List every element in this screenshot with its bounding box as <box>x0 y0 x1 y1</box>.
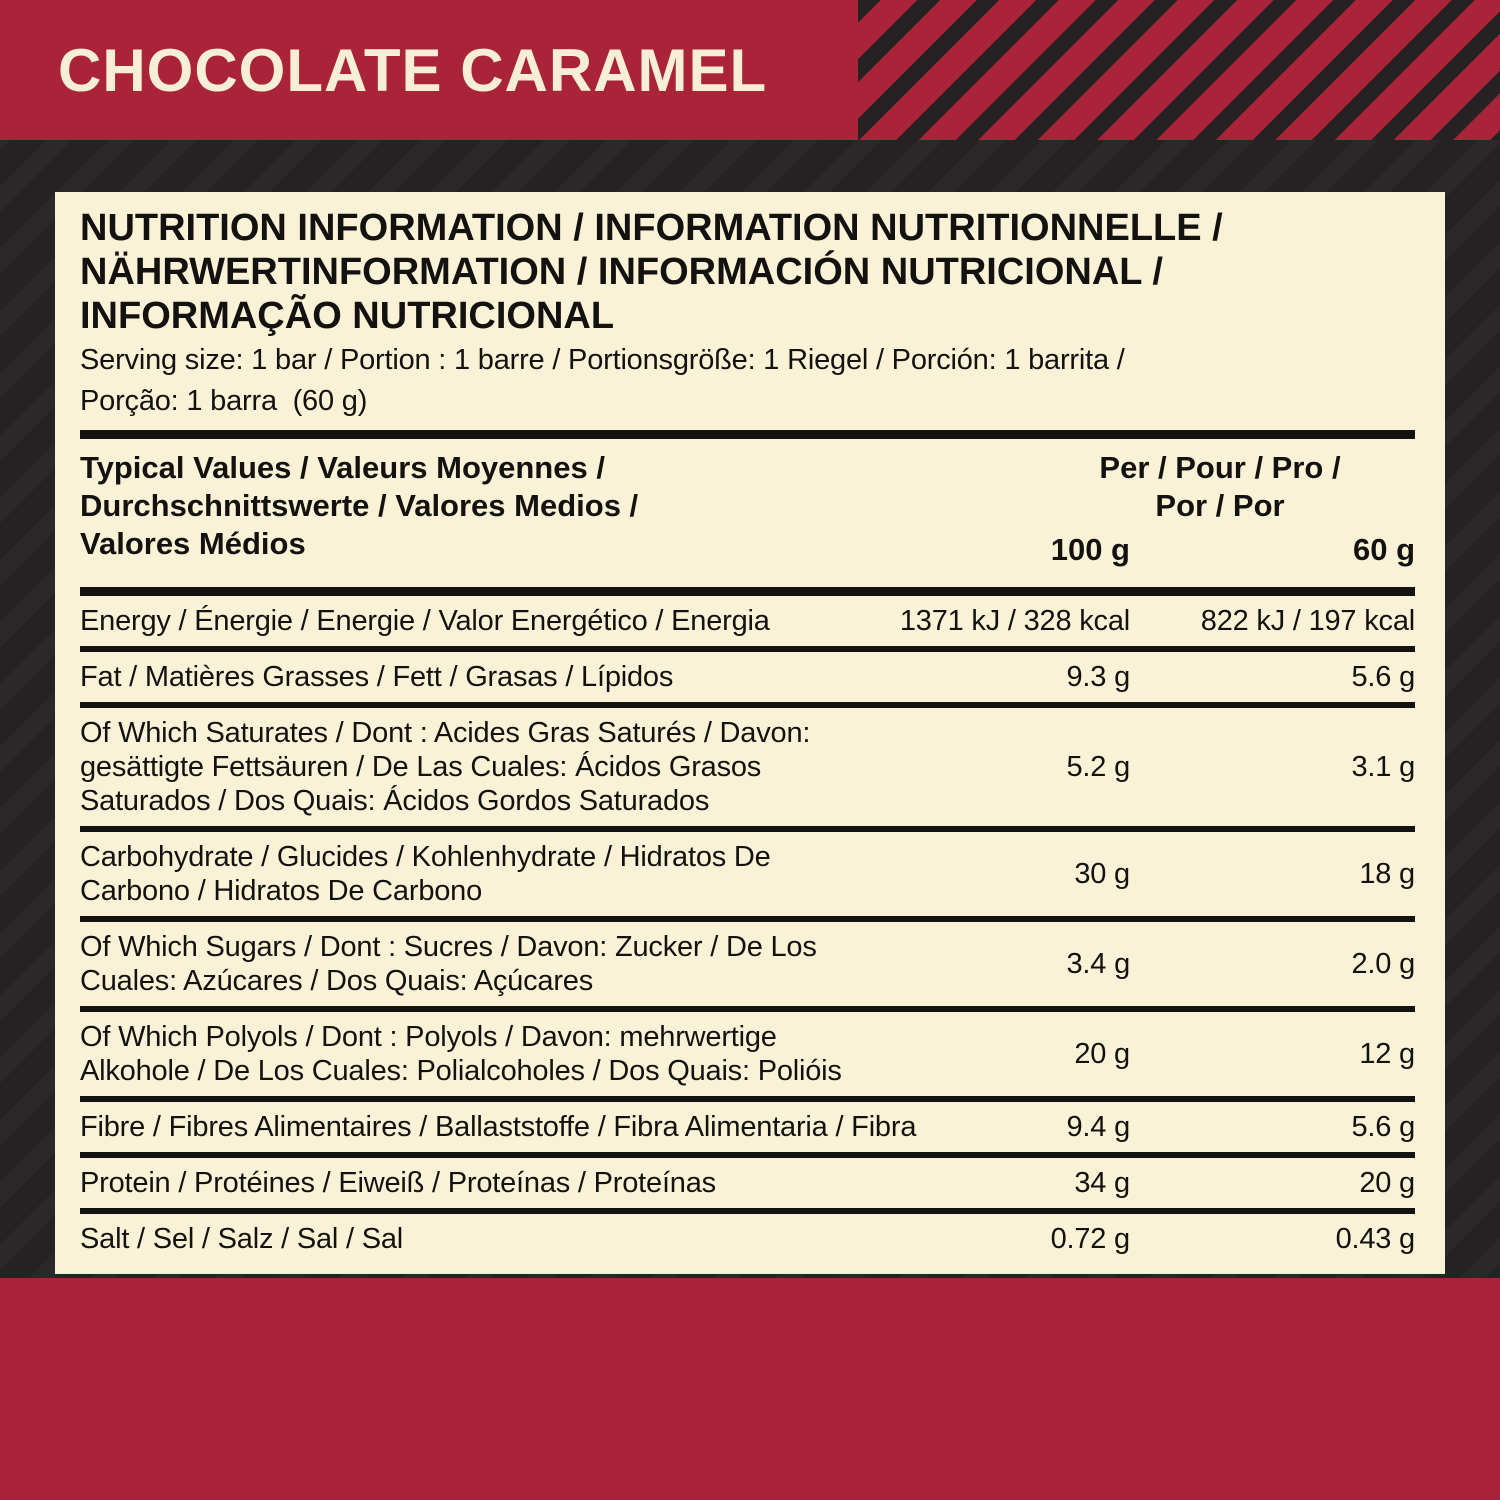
header-per-columns: Per / Pour / Pro / Por / Por 100 g 60 g <box>875 449 1415 569</box>
bottom-red-band <box>0 1278 1500 1500</box>
value-per-60g: 18 g <box>1359 858 1415 890</box>
header-typical-values-line-1: Typical Values / Valeurs Moyennes / <box>80 450 605 485</box>
flavor-banner: CHOCOLATE CARAMEL <box>0 0 1500 140</box>
row-label: Protein / Protéines / Eiweiß / Proteínas… <box>80 1167 716 1199</box>
row-label: Fibre / Fibres Alimentaires / Ballaststo… <box>80 1111 917 1143</box>
value-per-60g: 0.43 g <box>1335 1223 1416 1255</box>
row-label: Fat / Matières Grasses / Fett / Grasas /… <box>80 661 674 693</box>
value-per-100g: 5.2 g <box>1066 751 1131 783</box>
flavor-title: CHOCOLATE CARAMEL <box>58 36 768 104</box>
value-per-60g: 5.6 g <box>1351 661 1416 693</box>
serving-size-line-2: Porção: 1 barra (60 g) <box>80 385 368 417</box>
header-typical-values: Typical Values / Valeurs Moyennes / Durc… <box>80 449 875 569</box>
value-per-60g: 3.1 g <box>1351 751 1416 783</box>
value-per-100g: 34 g <box>1074 1167 1130 1199</box>
table-row: Carbohydrate / Glucides / Kohlenhydrate … <box>80 826 1415 916</box>
value-per-60g: 822 kJ / 197 kcal <box>1200 605 1415 637</box>
value-per-100g: 1371 kJ / 328 kcal <box>899 605 1130 637</box>
serving-size-line-1: Serving size: 1 bar / Portion : 1 barre … <box>80 344 1125 376</box>
value-per-100g: 0.72 g <box>1050 1223 1131 1255</box>
nutrition-table: Energy / Énergie / Energie / Valor Energ… <box>80 596 1415 1264</box>
table-row: Energy / Énergie / Energie / Valor Energ… <box>80 596 1415 646</box>
value-per-100g: 9.4 g <box>1066 1111 1131 1143</box>
unit-100g: 100 g <box>1050 532 1130 567</box>
value-per-100g: 20 g <box>1074 1038 1130 1070</box>
nutrition-panel: NUTRITION INFORMATION / INFORMATION NUTR… <box>55 192 1445 1274</box>
table-row: Of Which Sugars / Dont : Sucres / Davon:… <box>80 916 1415 1006</box>
value-per-100g: 30 g <box>1074 858 1130 890</box>
value-per-60g: 2.0 g <box>1351 948 1416 980</box>
row-label: Carbohydrate / Glucides / Kohlenhydrate … <box>80 841 771 907</box>
banner-diagonal-stripes <box>858 0 1500 140</box>
table-row: Of Which Saturates / Dont : Acides Gras … <box>80 702 1415 826</box>
table-row: Fibre / Fibres Alimentaires / Ballaststo… <box>80 1096 1415 1152</box>
table-row: Of Which Polyols / Dont : Polyols / Davo… <box>80 1006 1415 1096</box>
header-units: 100 g 60 g <box>875 531 1415 569</box>
header-typical-values-line-2: Durchschnittswerte / Valores Medios / <box>80 488 639 523</box>
row-label: Of Which Saturates / Dont : Acides Gras … <box>80 717 811 817</box>
table-row: Protein / Protéines / Eiweiß / Proteínas… <box>80 1152 1415 1208</box>
panel-title-line-3: INFORMAÇÃO NUTRICIONAL <box>80 295 615 337</box>
value-per-100g: 3.4 g <box>1066 948 1131 980</box>
panel-title-line-1: NUTRITION INFORMATION / INFORMATION NUTR… <box>80 207 1223 249</box>
header-per-line-2: Por / Por <box>1155 488 1285 523</box>
value-per-60g: 5.6 g <box>1351 1111 1416 1143</box>
table-row: Salt / Sel / Salz / Sal / Sal 0.72 g 0.4… <box>80 1208 1415 1264</box>
row-label: Of Which Sugars / Dont : Sucres / Davon:… <box>80 931 817 997</box>
header-per: Per / Pour / Pro / Por / Por <box>1025 449 1415 525</box>
value-per-60g: 20 g <box>1359 1167 1415 1199</box>
panel-title: NUTRITION INFORMATION / INFORMATION NUTR… <box>80 206 1415 338</box>
serving-size: Serving size: 1 bar / Portion : 1 barre … <box>80 340 1415 422</box>
row-label: Of Which Polyols / Dont : Polyols / Davo… <box>80 1021 842 1087</box>
table-row: Fat / Matières Grasses / Fett / Grasas /… <box>80 646 1415 702</box>
value-per-100g: 9.3 g <box>1066 661 1131 693</box>
header-typical-values-line-3: Valores Médios <box>80 526 306 561</box>
table-header: Typical Values / Valeurs Moyennes / Durc… <box>80 439 1415 579</box>
unit-60g: 60 g <box>1352 532 1415 567</box>
divider-thick-top <box>80 430 1415 439</box>
value-per-60g: 12 g <box>1359 1038 1415 1070</box>
row-label: Energy / Énergie / Energie / Valor Energ… <box>80 605 770 637</box>
row-label: Salt / Sel / Salz / Sal / Sal <box>80 1223 404 1255</box>
header-per-line-1: Per / Pour / Pro / <box>1099 450 1341 485</box>
divider-thick-bottom <box>80 587 1415 596</box>
panel-title-line-2: NÄHRWERTINFORMATION / INFORMACIÓN NUTRIC… <box>80 251 1163 293</box>
